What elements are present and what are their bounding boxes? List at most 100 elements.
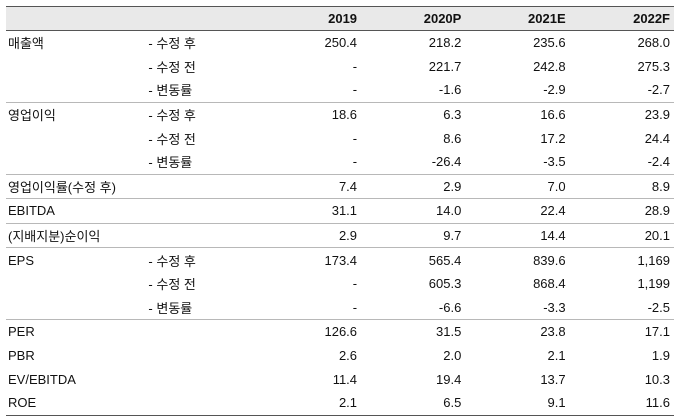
table-row: PER 126.6 31.5 23.8 17.1 bbox=[6, 320, 674, 344]
header-cell-2022f: 2022F bbox=[633, 11, 670, 26]
header-cell-2020p: 2020P bbox=[423, 11, 462, 26]
value-cell: - bbox=[352, 58, 358, 74]
table-row: EV/EBITDA 11.4 19.4 13.7 10.3 bbox=[6, 367, 674, 391]
value-cell: 221.7 bbox=[428, 58, 462, 74]
value-cell: -26.4 bbox=[361, 149, 466, 175]
value-cell: -2.9 bbox=[465, 78, 570, 103]
row-sublabel: - 수정 전 bbox=[148, 277, 196, 293]
value-cell: 1.9 bbox=[651, 348, 670, 364]
row-sublabel: - 변동률 bbox=[148, 78, 257, 103]
value-cell: 9.1 bbox=[465, 390, 570, 416]
row-label: PER bbox=[8, 324, 35, 340]
row-sublabel bbox=[148, 198, 257, 224]
value-cell: 7.0 bbox=[465, 174, 570, 200]
table-row: - 수정 전 - 221.7 242.8 275.3 bbox=[6, 55, 674, 79]
value-cell: 22.4 bbox=[465, 198, 570, 224]
value-cell: 2.0 bbox=[443, 348, 462, 364]
value-cell: 2.9 bbox=[361, 174, 466, 200]
value-cell: 235.6 bbox=[533, 35, 566, 51]
value-cell: 24.4 bbox=[644, 130, 670, 146]
value-cell: 23.8 bbox=[540, 324, 566, 340]
row-label bbox=[6, 126, 148, 150]
row-label bbox=[6, 149, 149, 175]
header-cell-sub bbox=[148, 7, 256, 31]
table-row: - 변동률 - -26.4 -3.5 -2.4 bbox=[6, 149, 674, 175]
row-sublabel bbox=[148, 344, 256, 368]
row-sublabel bbox=[148, 223, 257, 249]
value-cell: 6.5 bbox=[361, 390, 466, 416]
row-sublabel: - 변동률 bbox=[148, 149, 257, 175]
value-cell: - bbox=[256, 295, 362, 321]
row-label bbox=[6, 272, 148, 296]
value-cell: 1,169 bbox=[637, 252, 670, 268]
value-cell: 2.1 bbox=[256, 390, 362, 416]
value-cell: -3.3 bbox=[465, 295, 570, 321]
value-cell: -2.4 bbox=[569, 149, 674, 175]
value-cell: -1.6 bbox=[361, 78, 466, 103]
value-cell: 242.8 bbox=[533, 58, 566, 74]
row-label: EV/EBITDA bbox=[8, 371, 76, 387]
value-cell: 11.4 bbox=[332, 371, 358, 387]
value-cell: 839.6 bbox=[533, 252, 566, 268]
row-label: 영업이익 bbox=[8, 108, 56, 124]
value-cell: - bbox=[352, 276, 358, 292]
row-label: 매출액 bbox=[8, 36, 44, 52]
value-cell: - bbox=[256, 149, 362, 175]
value-cell: 275.3 bbox=[637, 58, 670, 74]
value-cell: 11.6 bbox=[569, 390, 674, 416]
row-label: 영업이익률(수정 후) bbox=[6, 174, 149, 200]
value-cell: 126.6 bbox=[324, 324, 358, 340]
row-sublabel: - 변동률 bbox=[148, 295, 257, 321]
value-cell: 868.4 bbox=[533, 276, 566, 292]
value-cell: 14.4 bbox=[465, 223, 570, 249]
value-cell: 565.4 bbox=[428, 252, 462, 268]
row-label: PBR bbox=[8, 348, 35, 364]
row-sublabel: - 수정 후 bbox=[148, 108, 196, 124]
value-cell: - bbox=[352, 130, 358, 146]
value-cell: 17.2 bbox=[540, 130, 566, 146]
row-label: (지배지분)순이익 bbox=[6, 223, 149, 249]
row-sublabel bbox=[148, 367, 256, 391]
row-sublabel: - 수정 전 bbox=[148, 131, 196, 147]
row-sublabel bbox=[148, 320, 256, 344]
value-cell: 23.9 bbox=[644, 107, 670, 123]
value-cell: 2.6 bbox=[338, 348, 358, 364]
table-row: EBITDA 31.1 14.0 22.4 28.9 bbox=[6, 198, 674, 224]
row-label bbox=[6, 78, 149, 103]
value-cell: 9.7 bbox=[361, 223, 466, 249]
value-cell: 18.6 bbox=[331, 107, 358, 123]
value-cell: 2.9 bbox=[256, 223, 362, 249]
value-cell: 7.4 bbox=[256, 174, 362, 200]
value-cell: -2.5 bbox=[569, 295, 674, 321]
value-cell: 28.9 bbox=[569, 198, 674, 224]
header-cell-2019: 2019 bbox=[328, 11, 358, 26]
row-sublabel: - 수정 후 bbox=[148, 36, 196, 52]
value-cell: -3.5 bbox=[465, 149, 570, 175]
value-cell: 1,199 bbox=[637, 276, 670, 292]
value-cell: 20.1 bbox=[569, 223, 674, 249]
row-label: EBITDA bbox=[6, 198, 149, 224]
row-sublabel: - 수정 후 bbox=[148, 253, 196, 269]
value-cell: 31.5 bbox=[436, 324, 462, 340]
table-row: 매출액 - 수정 후 250.4 218.2 235.6 268.0 bbox=[6, 31, 674, 55]
value-cell: 31.1 bbox=[256, 198, 362, 224]
table-row: PBR 2.6 2.0 2.1 1.9 bbox=[6, 344, 674, 368]
row-label bbox=[6, 55, 148, 79]
value-cell: -2.7 bbox=[569, 78, 674, 103]
table-row: - 변동률 - -6.6 -3.3 -2.5 bbox=[6, 295, 674, 321]
value-cell: 2.1 bbox=[547, 348, 566, 364]
table-row: 영업이익 - 수정 후 18.6 6.3 16.6 23.9 bbox=[6, 102, 674, 126]
table-row: EPS - 수정 후 173.4 565.4 839.6 1,169 bbox=[6, 248, 674, 272]
table-row: 영업이익률(수정 후) 7.4 2.9 7.0 8.9 bbox=[6, 174, 674, 200]
value-cell: -6.6 bbox=[361, 295, 466, 321]
value-cell: 268.0 bbox=[637, 35, 670, 51]
row-label: ROE bbox=[6, 390, 149, 416]
value-cell: 250.4 bbox=[324, 35, 358, 51]
value-cell: 17.1 bbox=[644, 324, 670, 340]
value-cell: - bbox=[256, 78, 362, 103]
value-cell: 16.6 bbox=[540, 107, 566, 123]
value-cell: 13.7 bbox=[540, 371, 566, 387]
table-row: - 수정 전 - 605.3 868.4 1,199 bbox=[6, 272, 674, 296]
value-cell: 218.2 bbox=[428, 35, 462, 51]
